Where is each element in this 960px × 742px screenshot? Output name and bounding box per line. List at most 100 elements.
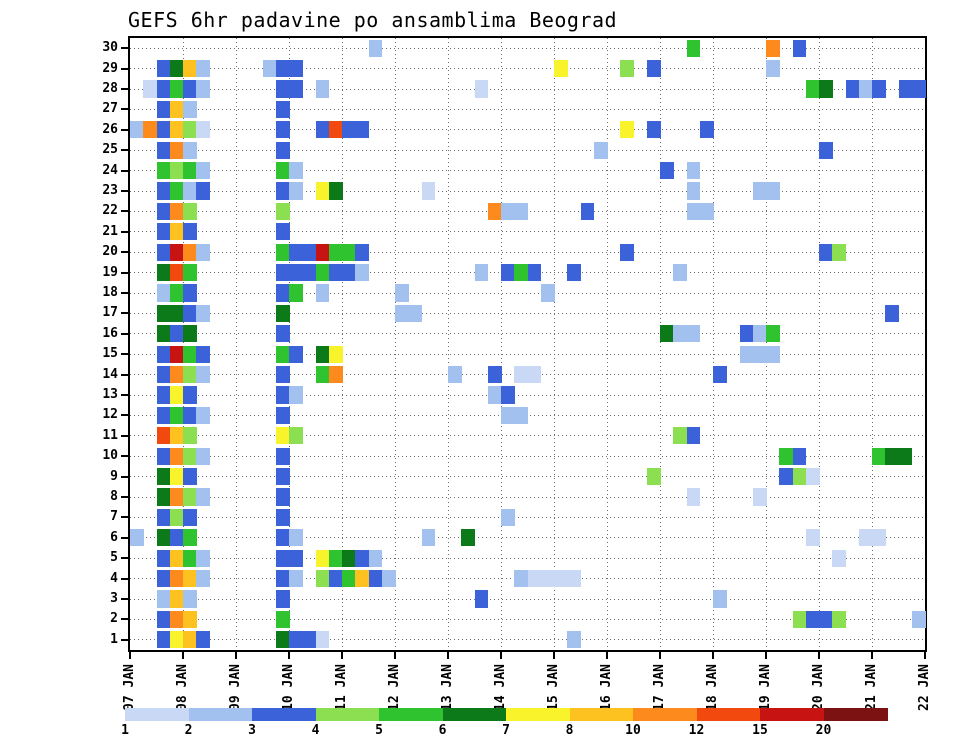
- heatmap-cell: [275, 304, 290, 323]
- heatmap-cell: [421, 529, 436, 547]
- heatmap-cell: [527, 263, 542, 282]
- heatmap-cell: [183, 202, 197, 221]
- colorbar-label: 10: [625, 723, 641, 738]
- heatmap-cell: [275, 488, 290, 506]
- chart-title: GEFS 6hr padavine po ansamblima Beograd: [128, 8, 618, 32]
- y-tick-label: 16: [102, 325, 118, 341]
- grid-line-v: [341, 38, 343, 650]
- grid-line-h: [130, 190, 925, 192]
- heatmap-cell: [183, 345, 197, 363]
- x-tick: [659, 650, 661, 659]
- heatmap-cell: [686, 182, 701, 200]
- heatmap-cell: [620, 59, 635, 78]
- grid-line-v: [765, 38, 767, 650]
- colorbar-segment: [506, 708, 570, 721]
- heatmap-cell: [156, 529, 171, 547]
- heatmap-cell: [766, 325, 780, 343]
- y-tick: [121, 618, 129, 621]
- heatmap-cell: [289, 182, 303, 200]
- grid-line-h: [130, 231, 925, 233]
- heatmap-cell: [289, 631, 303, 649]
- heatmap-cell: [713, 590, 727, 608]
- heatmap-cell: [169, 284, 184, 302]
- heatmap-cell: [169, 345, 184, 363]
- y-tick-label: 8: [110, 489, 118, 504]
- heatmap-cell: [315, 569, 330, 588]
- heatmap-cell: [169, 100, 184, 119]
- heatmap-cell: [540, 284, 555, 302]
- colorbar-label: 5: [375, 723, 383, 738]
- grid-line-h: [130, 312, 925, 314]
- heatmap-cell: [355, 569, 370, 588]
- colorbar-label: 15: [752, 723, 768, 738]
- heatmap-cell: [156, 406, 171, 425]
- heatmap-cell: [196, 80, 211, 98]
- colorbar-segment: [315, 708, 380, 721]
- heatmap-cell: [156, 386, 171, 404]
- heatmap-cell: [646, 121, 661, 139]
- colorbar-label: 2: [184, 723, 193, 738]
- heatmap-cell: [169, 488, 184, 506]
- y-tick-label: 13: [102, 387, 118, 402]
- x-tick-label: 10 JAN: [281, 664, 296, 711]
- colorbar-label: 8: [565, 723, 574, 738]
- heatmap-cell: [315, 631, 330, 649]
- heatmap-cell: [275, 467, 290, 486]
- heatmap-cell: [315, 121, 330, 139]
- heatmap-cell: [911, 610, 926, 629]
- heatmap-cell: [766, 345, 780, 363]
- heatmap-cell: [183, 223, 197, 241]
- heatmap-cell: [196, 549, 211, 567]
- heatmap-cell: [156, 100, 171, 119]
- heatmap-cell: [156, 182, 171, 200]
- x-tick: [765, 650, 767, 659]
- y-tick-label: 7: [110, 509, 118, 525]
- heatmap-cell: [368, 39, 383, 57]
- heatmap-cell: [289, 59, 303, 78]
- heatmap-cell: [739, 325, 754, 343]
- grid-line-h: [130, 618, 925, 620]
- heatmap-cell: [196, 488, 211, 506]
- heatmap-cell: [169, 80, 184, 98]
- heatmap-cell: [196, 121, 211, 139]
- heatmap-cell: [342, 243, 356, 261]
- y-tick: [121, 169, 129, 172]
- heatmap-cell: [792, 39, 807, 57]
- x-tick-label: 08 JAN: [175, 664, 190, 711]
- x-tick: [447, 650, 449, 659]
- grid-line-v: [659, 38, 661, 650]
- heatmap-cell: [169, 182, 184, 200]
- heatmap-cell: [395, 304, 409, 323]
- grid-line-h: [130, 170, 925, 172]
- heatmap-cell: [183, 325, 197, 343]
- y-tick-label: 12: [102, 407, 118, 423]
- heatmap-cell: [169, 631, 184, 649]
- heatmap-cell: [315, 549, 330, 567]
- heatmap-cell: [858, 80, 873, 98]
- heatmap-cell: [275, 284, 290, 302]
- heatmap-cell: [275, 263, 290, 282]
- heatmap-cell: [368, 569, 383, 588]
- heatmap-cell: [885, 304, 900, 323]
- grid-line-v: [235, 38, 237, 650]
- heatmap-cell: [315, 284, 330, 302]
- x-tick-label: 11 JAN: [334, 664, 349, 711]
- x-tick: [394, 650, 396, 659]
- heatmap-cell: [474, 80, 489, 98]
- y-tick-label: 3: [110, 591, 118, 606]
- heatmap-cell: [275, 345, 290, 363]
- y-tick-label: 30: [102, 40, 118, 56]
- heatmap-cell: [381, 569, 396, 588]
- heatmap-cell: [169, 467, 184, 486]
- heatmap-cell: [183, 467, 197, 486]
- grid-line-v: [394, 38, 396, 650]
- grid-line-h: [130, 496, 925, 498]
- heatmap-cell: [514, 569, 529, 588]
- grid-line-h: [130, 88, 925, 90]
- heatmap-cell: [169, 406, 184, 425]
- heatmap-cell: [169, 304, 184, 323]
- heatmap-cell: [156, 508, 171, 527]
- heatmap-cell: [169, 508, 184, 527]
- grid-line-h: [130, 537, 925, 539]
- heatmap-cell: [315, 345, 330, 363]
